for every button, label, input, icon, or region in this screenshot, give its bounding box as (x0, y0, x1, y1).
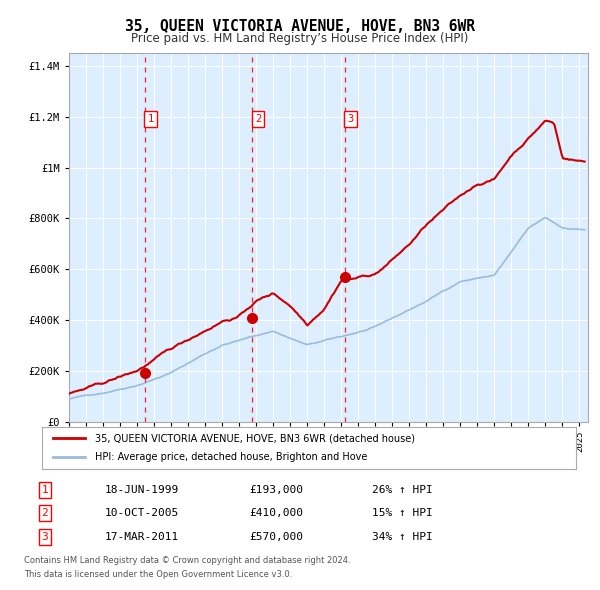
Text: 15% ↑ HPI: 15% ↑ HPI (372, 509, 433, 518)
Text: 3: 3 (347, 114, 353, 124)
Text: HPI: Average price, detached house, Brighton and Hove: HPI: Average price, detached house, Brig… (95, 452, 368, 462)
Text: 1: 1 (41, 485, 49, 494)
Text: 17-MAR-2011: 17-MAR-2011 (105, 532, 179, 542)
Text: 35, QUEEN VICTORIA AVENUE, HOVE, BN3 6WR (detached house): 35, QUEEN VICTORIA AVENUE, HOVE, BN3 6WR… (95, 434, 415, 444)
Text: 26% ↑ HPI: 26% ↑ HPI (372, 485, 433, 494)
Text: Price paid vs. HM Land Registry’s House Price Index (HPI): Price paid vs. HM Land Registry’s House … (131, 32, 469, 45)
Text: 34% ↑ HPI: 34% ↑ HPI (372, 532, 433, 542)
Text: 1: 1 (148, 114, 154, 124)
Text: 18-JUN-1999: 18-JUN-1999 (105, 485, 179, 494)
Text: This data is licensed under the Open Government Licence v3.0.: This data is licensed under the Open Gov… (24, 571, 292, 579)
Text: £193,000: £193,000 (249, 485, 303, 494)
Text: 10-OCT-2005: 10-OCT-2005 (105, 509, 179, 518)
Text: £570,000: £570,000 (249, 532, 303, 542)
Text: Contains HM Land Registry data © Crown copyright and database right 2024.: Contains HM Land Registry data © Crown c… (24, 556, 350, 565)
Text: 3: 3 (41, 532, 49, 542)
Text: £410,000: £410,000 (249, 509, 303, 518)
Text: 2: 2 (41, 509, 49, 518)
Text: 2: 2 (255, 114, 261, 124)
Text: 35, QUEEN VICTORIA AVENUE, HOVE, BN3 6WR: 35, QUEEN VICTORIA AVENUE, HOVE, BN3 6WR (125, 19, 475, 34)
